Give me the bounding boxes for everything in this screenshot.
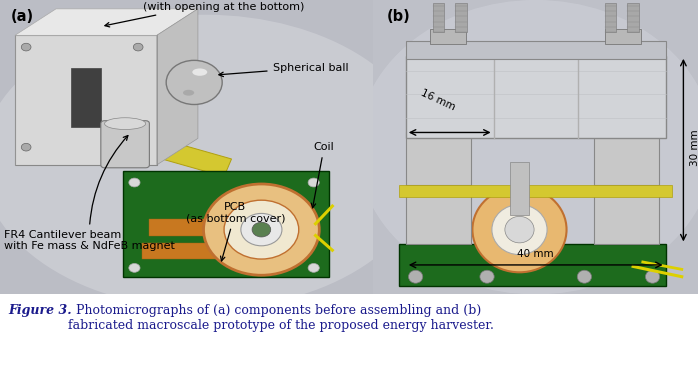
Circle shape bbox=[241, 213, 282, 246]
Text: (a): (a) bbox=[11, 9, 34, 24]
Bar bbox=[433, 3, 444, 32]
Circle shape bbox=[492, 205, 547, 255]
Circle shape bbox=[308, 178, 319, 187]
Ellipse shape bbox=[357, 0, 698, 294]
Bar bbox=[124, 171, 329, 277]
Circle shape bbox=[646, 270, 660, 283]
Text: PCB
(as bottom cover): PCB (as bottom cover) bbox=[186, 202, 285, 261]
Ellipse shape bbox=[193, 69, 207, 76]
Circle shape bbox=[577, 270, 591, 283]
FancyBboxPatch shape bbox=[15, 35, 157, 165]
Text: Photomicrographs of (a) components before assembling and (b)
fabricated macrosca: Photomicrographs of (a) components befor… bbox=[68, 304, 494, 332]
Circle shape bbox=[308, 264, 319, 272]
Bar bbox=[406, 191, 470, 244]
Bar bbox=[510, 162, 529, 215]
Circle shape bbox=[129, 178, 140, 187]
Circle shape bbox=[21, 43, 31, 51]
Bar bbox=[149, 219, 224, 236]
Text: Rectangular channel
(with opening at the bottom): Rectangular channel (with opening at the… bbox=[105, 0, 305, 27]
Bar bbox=[604, 3, 616, 32]
Circle shape bbox=[473, 187, 567, 272]
Circle shape bbox=[21, 143, 31, 151]
Polygon shape bbox=[38, 106, 232, 177]
Ellipse shape bbox=[183, 90, 194, 96]
Circle shape bbox=[224, 200, 299, 259]
Bar bbox=[406, 41, 666, 59]
FancyBboxPatch shape bbox=[101, 121, 149, 168]
FancyBboxPatch shape bbox=[605, 30, 641, 44]
Bar bbox=[455, 3, 467, 32]
Bar bbox=[594, 191, 659, 244]
Text: (b): (b) bbox=[387, 9, 410, 24]
Circle shape bbox=[166, 60, 222, 105]
Text: 40 mm: 40 mm bbox=[517, 249, 554, 259]
Bar bbox=[399, 244, 666, 285]
Text: Spherical ball: Spherical ball bbox=[219, 63, 348, 76]
Text: 30 mm: 30 mm bbox=[690, 129, 698, 165]
Ellipse shape bbox=[0, 15, 429, 309]
Circle shape bbox=[204, 184, 319, 275]
Bar bbox=[406, 56, 666, 138]
Bar bbox=[628, 3, 639, 32]
Text: 16 mm: 16 mm bbox=[419, 87, 456, 112]
Ellipse shape bbox=[105, 118, 146, 129]
Bar bbox=[71, 68, 101, 127]
Bar bbox=[594, 132, 659, 186]
Circle shape bbox=[480, 270, 494, 283]
Polygon shape bbox=[157, 9, 198, 165]
Bar bbox=[142, 243, 216, 259]
Polygon shape bbox=[15, 9, 198, 35]
Circle shape bbox=[133, 43, 143, 51]
Circle shape bbox=[505, 216, 534, 243]
Circle shape bbox=[408, 270, 423, 283]
Circle shape bbox=[252, 222, 271, 237]
Circle shape bbox=[133, 143, 143, 151]
Bar bbox=[399, 186, 672, 197]
Text: FR4 Cantilever beam
with Fe mass & NdFeB magnet: FR4 Cantilever beam with Fe mass & NdFeB… bbox=[3, 135, 174, 251]
Text: Figure 3.: Figure 3. bbox=[8, 304, 72, 317]
Bar bbox=[406, 132, 470, 186]
Circle shape bbox=[129, 264, 140, 272]
FancyBboxPatch shape bbox=[430, 30, 466, 44]
Text: Coil: Coil bbox=[311, 142, 334, 208]
